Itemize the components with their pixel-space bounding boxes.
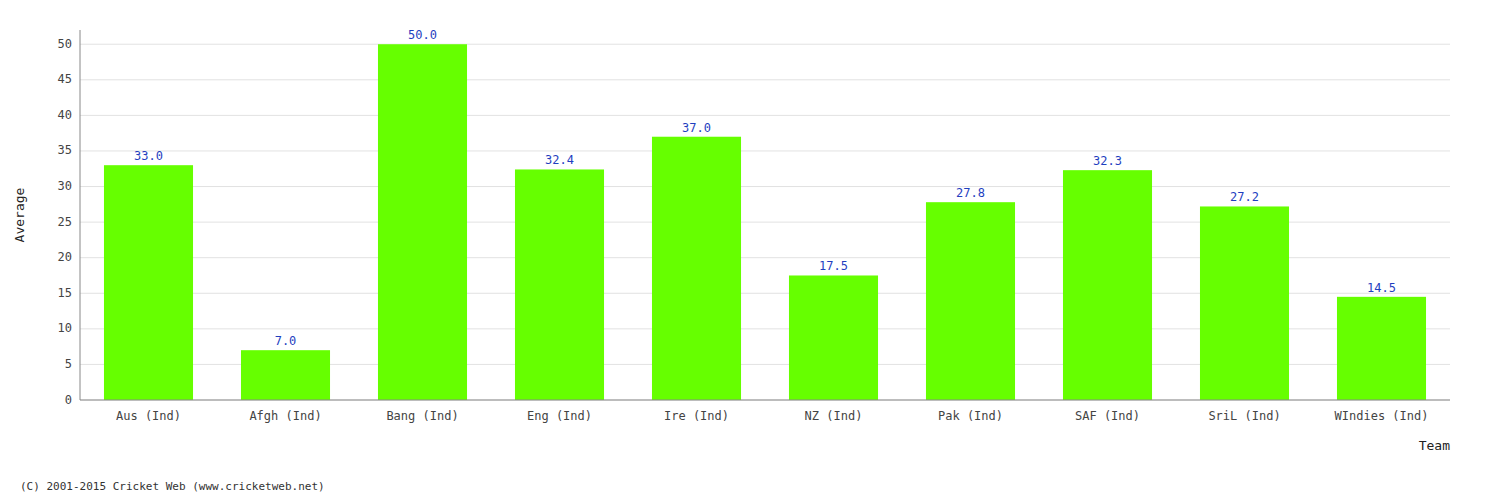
y-tick-label: 20 (58, 250, 72, 264)
x-axis-line (80, 400, 1450, 401)
y-tick-label: 30 (58, 179, 72, 193)
data-label: 7.0 (275, 334, 297, 348)
y-tick-label: 45 (58, 72, 72, 86)
y-tick-label: 10 (58, 321, 72, 335)
y-tick-label: 50 (58, 37, 72, 51)
bar (1200, 206, 1289, 400)
y-tick-label: 25 (58, 215, 72, 229)
chart-container: 0 5 10 15 20 25 30 35 40 45 50 Aus (Ind) Afgh (Ind) B… (0, 0, 1500, 500)
data-label: 14.5 (1367, 281, 1396, 295)
y-axis-line (80, 30, 81, 400)
y-tick-label: 0 (65, 393, 72, 407)
grid-line (80, 150, 1450, 151)
bar (515, 169, 604, 400)
data-label: 27.8 (956, 186, 985, 200)
y-tick-label: 15 (58, 286, 72, 300)
data-label: 27.2 (1230, 190, 1259, 204)
bar (1063, 170, 1152, 400)
data-label: 33.0 (134, 149, 163, 163)
x-tick-label: Bang (Ind) (386, 409, 458, 423)
data-label: 32.3 (1093, 154, 1122, 168)
x-tick-label: WIndies (Ind) (1335, 409, 1429, 423)
x-tick-label: NZ (Ind) (805, 409, 863, 423)
y-grid (80, 44, 1450, 400)
bar (652, 137, 741, 400)
bar (104, 165, 193, 400)
y-tick-labels: 0 5 10 15 20 25 30 35 40 45 50 (58, 37, 72, 407)
bar (1337, 297, 1426, 400)
grid-line (80, 44, 1450, 45)
x-tick-label: Aus (Ind) (116, 409, 181, 423)
x-tick-label: Eng (Ind) (527, 409, 592, 423)
bar (378, 44, 467, 400)
grid-line (80, 186, 1450, 187)
y-axis-label: Average (12, 187, 27, 242)
bar (241, 350, 330, 400)
data-labels: 33.0 7.0 50.0 32.4 37.0 17.5 27.8 32.3 27.2 14.5 (134, 28, 1396, 348)
data-label: 32.4 (545, 153, 574, 167)
x-tick-label: Ire (Ind) (664, 409, 729, 423)
chart-svg: 0 5 10 15 20 25 30 35 40 45 50 Aus (Ind) Afgh (Ind) B… (0, 0, 1500, 500)
y-tick-label: 5 (65, 357, 72, 371)
x-tick-labels: Aus (Ind) Afgh (Ind) Bang (Ind) Eng (Ind) Ir… (116, 409, 1428, 423)
bar (926, 202, 1015, 400)
footer-annotation: (C) 2001-2015 Cricket Web (www.cricketwe… (20, 480, 325, 493)
grid-line (80, 400, 1450, 401)
x-tick-label: Afgh (Ind) (249, 409, 321, 423)
x-axis-label: Team (1419, 438, 1450, 453)
grid-line (80, 79, 1450, 80)
data-label: 37.0 (682, 121, 711, 135)
x-tick-label: SriL (Ind) (1208, 409, 1280, 423)
data-label: 50.0 (408, 28, 437, 42)
x-tick-label: SAF (Ind) (1075, 409, 1140, 423)
x-tick-label: Pak (Ind) (938, 409, 1003, 423)
bars (104, 44, 1426, 400)
data-label: 17.5 (819, 259, 848, 273)
grid-line (80, 115, 1450, 116)
y-tick-label: 35 (58, 143, 72, 157)
y-tick-label: 40 (58, 108, 72, 122)
bar (789, 275, 878, 400)
